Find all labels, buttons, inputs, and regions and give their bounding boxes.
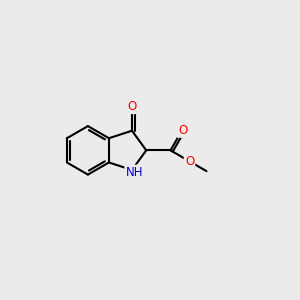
Text: O: O	[128, 100, 136, 113]
Text: O: O	[185, 155, 194, 168]
Text: NH: NH	[125, 166, 143, 179]
Text: O: O	[178, 124, 187, 137]
